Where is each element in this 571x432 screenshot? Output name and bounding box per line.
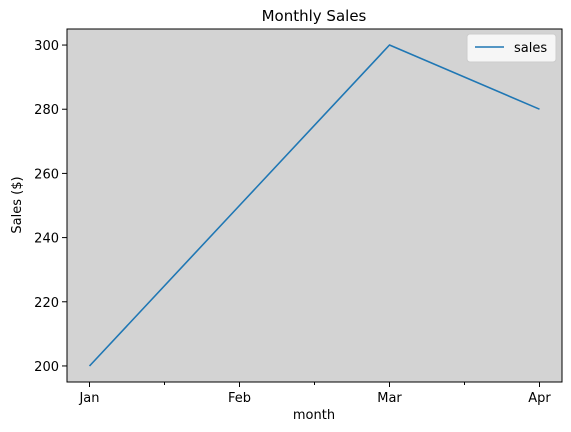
x-tick-label: Feb bbox=[228, 391, 251, 406]
legend-label: sales bbox=[514, 41, 547, 56]
chart-title: Monthly Sales bbox=[262, 7, 367, 25]
x-axis: Jan Feb Mar Apr bbox=[78, 382, 551, 406]
y-tick-label: 220 bbox=[34, 296, 59, 311]
plot-area bbox=[67, 29, 562, 382]
plot-frame bbox=[66, 28, 563, 383]
y-axis-label: Sales ($) bbox=[10, 176, 25, 233]
x-tick-label: Apr bbox=[528, 391, 551, 406]
y-tick-label: 260 bbox=[34, 167, 59, 182]
series-group bbox=[88, 44, 540, 367]
x-axis-label: month bbox=[293, 408, 335, 423]
legend: sales bbox=[466, 33, 557, 63]
x-tick-label: Jan bbox=[78, 391, 99, 406]
series-line-sales bbox=[88, 44, 540, 367]
y-tick-label: 200 bbox=[34, 360, 59, 375]
y-tick-label: 280 bbox=[34, 103, 59, 118]
x-tick-label: Mar bbox=[377, 391, 402, 406]
y-axis: 200 220 240 260 280 300 bbox=[34, 39, 67, 375]
legend-box bbox=[466, 33, 557, 63]
y-tick-label: 300 bbox=[34, 39, 59, 54]
y-tick-label: 240 bbox=[34, 232, 59, 247]
